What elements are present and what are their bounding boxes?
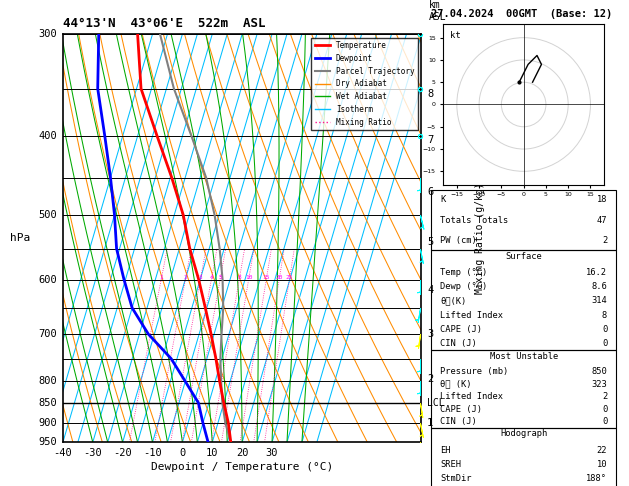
Text: 5: 5 bbox=[218, 275, 222, 279]
Text: -30: -30 bbox=[84, 448, 102, 458]
Text: -10: -10 bbox=[143, 448, 162, 458]
Text: 8: 8 bbox=[602, 311, 607, 319]
Text: CIN (J): CIN (J) bbox=[440, 417, 477, 426]
Text: Surface: Surface bbox=[505, 252, 542, 261]
Text: 500: 500 bbox=[38, 210, 57, 220]
Text: kt: kt bbox=[450, 31, 460, 40]
Text: 4: 4 bbox=[427, 285, 433, 295]
Text: 0: 0 bbox=[602, 417, 607, 426]
Text: 400: 400 bbox=[38, 131, 57, 141]
Text: 0: 0 bbox=[602, 404, 607, 414]
Text: 7: 7 bbox=[427, 135, 433, 145]
Text: Dewp (°C): Dewp (°C) bbox=[440, 282, 487, 291]
X-axis label: Dewpoint / Temperature (°C): Dewpoint / Temperature (°C) bbox=[151, 462, 333, 472]
Text: 0: 0 bbox=[602, 325, 607, 333]
Text: 2: 2 bbox=[427, 374, 433, 384]
Text: 8: 8 bbox=[237, 275, 241, 279]
Text: 25: 25 bbox=[286, 275, 293, 279]
Text: 4: 4 bbox=[209, 275, 213, 279]
Text: 2: 2 bbox=[184, 275, 187, 279]
Text: θᴇ (K): θᴇ (K) bbox=[440, 380, 472, 389]
Text: 323: 323 bbox=[591, 380, 607, 389]
Text: 850: 850 bbox=[591, 367, 607, 376]
Text: 1: 1 bbox=[159, 275, 163, 279]
Text: 44°13'N  43°06'E  522m  ASL: 44°13'N 43°06'E 522m ASL bbox=[63, 17, 265, 30]
Text: 800: 800 bbox=[38, 376, 57, 386]
Text: 5: 5 bbox=[427, 237, 433, 247]
Text: 3: 3 bbox=[427, 329, 433, 339]
Legend: Temperature, Dewpoint, Parcel Trajectory, Dry Adiabat, Wet Adiabat, Isotherm, Mi: Temperature, Dewpoint, Parcel Trajectory… bbox=[311, 38, 418, 130]
Text: Lifted Index: Lifted Index bbox=[440, 311, 503, 319]
Text: 2: 2 bbox=[602, 392, 607, 401]
Text: 16.2: 16.2 bbox=[586, 268, 607, 277]
Bar bbox=[431, 428, 616, 486]
Text: -20: -20 bbox=[113, 448, 132, 458]
Text: 10: 10 bbox=[206, 448, 218, 458]
Text: 6: 6 bbox=[427, 187, 433, 196]
Text: hPa: hPa bbox=[11, 233, 31, 243]
Text: 8: 8 bbox=[427, 88, 433, 99]
Text: CAPE (J): CAPE (J) bbox=[440, 325, 482, 333]
Text: 900: 900 bbox=[38, 418, 57, 428]
Bar bbox=[431, 350, 616, 428]
Text: Totals Totals: Totals Totals bbox=[440, 215, 508, 225]
Text: 10: 10 bbox=[245, 275, 252, 279]
Text: 10: 10 bbox=[597, 460, 607, 469]
Text: StmDir: StmDir bbox=[440, 474, 472, 483]
Text: 1: 1 bbox=[427, 418, 433, 428]
Text: 300: 300 bbox=[38, 29, 57, 39]
Text: 2: 2 bbox=[602, 236, 607, 245]
Text: K: K bbox=[440, 195, 445, 204]
Text: 20: 20 bbox=[276, 275, 283, 279]
Text: 30: 30 bbox=[266, 448, 278, 458]
Text: 18: 18 bbox=[597, 195, 607, 204]
Text: CAPE (J): CAPE (J) bbox=[440, 404, 482, 414]
Text: PW (cm): PW (cm) bbox=[440, 236, 477, 245]
Text: Temp (°C): Temp (°C) bbox=[440, 268, 487, 277]
Text: 600: 600 bbox=[38, 275, 57, 284]
Text: Lifted Index: Lifted Index bbox=[440, 392, 503, 401]
Text: 27.04.2024  00GMT  (Base: 12): 27.04.2024 00GMT (Base: 12) bbox=[431, 9, 612, 19]
Text: 15: 15 bbox=[262, 275, 270, 279]
Text: Mixing Ratio (g/kg): Mixing Ratio (g/kg) bbox=[476, 182, 485, 294]
Text: 22: 22 bbox=[597, 446, 607, 454]
Text: 850: 850 bbox=[38, 398, 57, 408]
Text: CIN (J): CIN (J) bbox=[440, 339, 477, 347]
Text: 700: 700 bbox=[38, 329, 57, 339]
Text: km
ASL: km ASL bbox=[428, 0, 446, 22]
Text: 47: 47 bbox=[597, 215, 607, 225]
Bar bbox=[431, 250, 616, 350]
Text: 950: 950 bbox=[38, 437, 57, 447]
Text: 0: 0 bbox=[602, 339, 607, 347]
Text: 314: 314 bbox=[591, 296, 607, 305]
Text: EH: EH bbox=[440, 446, 450, 454]
Text: 20: 20 bbox=[236, 448, 248, 458]
Text: LCL: LCL bbox=[427, 398, 445, 408]
Text: 0: 0 bbox=[179, 448, 186, 458]
Text: Hodograph: Hodograph bbox=[500, 429, 547, 438]
Text: Most Unstable: Most Unstable bbox=[489, 351, 558, 361]
Bar bbox=[431, 190, 616, 250]
Text: Pressure (mb): Pressure (mb) bbox=[440, 367, 508, 376]
Text: 3: 3 bbox=[199, 275, 202, 279]
Text: 188°: 188° bbox=[586, 474, 607, 483]
Text: SREH: SREH bbox=[440, 460, 461, 469]
Text: 8.6: 8.6 bbox=[591, 282, 607, 291]
Text: -40: -40 bbox=[53, 448, 72, 458]
Text: θᴇ(K): θᴇ(K) bbox=[440, 296, 466, 305]
